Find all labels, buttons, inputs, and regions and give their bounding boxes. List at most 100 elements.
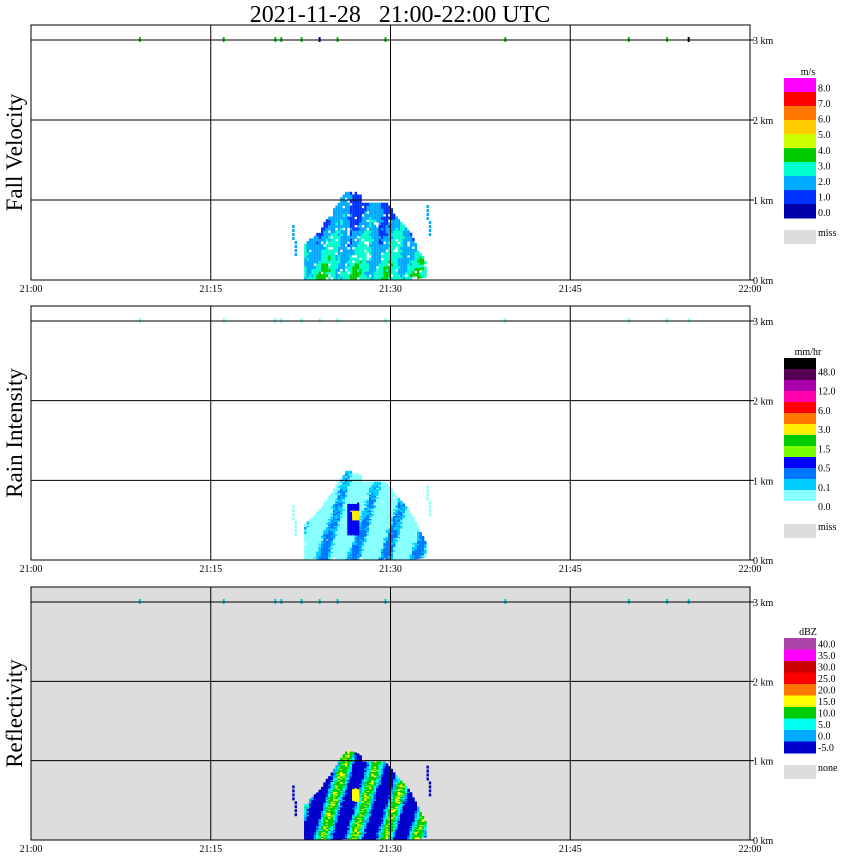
echo-cell (378, 260, 381, 264)
echo-cell (335, 235, 338, 239)
echo-cell (405, 271, 408, 275)
echo-cell (373, 263, 377, 267)
echo-cell (390, 230, 393, 234)
echo-cell (381, 268, 384, 272)
echo-cell (306, 260, 309, 264)
echo-cell (364, 252, 367, 256)
colorbar-label: 3.0 (818, 425, 831, 436)
echo-cell (373, 216, 377, 220)
echo-cell (311, 806, 314, 810)
echo-cell (352, 276, 355, 280)
echo-cell (400, 274, 403, 278)
colorbar-swatch (784, 148, 816, 163)
echo-cell (359, 197, 362, 201)
echo-cell (354, 473, 357, 477)
echo-cell (405, 529, 408, 533)
echo-cell (354, 271, 357, 275)
echo-cell (306, 249, 309, 253)
echo-cell (412, 270, 415, 274)
echo-cell (325, 788, 329, 792)
echo-cell (337, 802, 341, 806)
echo-cell (364, 484, 367, 488)
echo-cell (337, 786, 341, 790)
echo-cell (352, 224, 355, 228)
echo-cell (359, 271, 362, 275)
colorbar-swatch (784, 190, 816, 205)
echo-cell (409, 232, 413, 236)
colorbar-missing-label: miss (818, 228, 836, 239)
echo-cell (352, 268, 355, 272)
echo-cell (359, 216, 362, 220)
echo-cell (381, 230, 384, 234)
echo-cell (306, 803, 309, 807)
echo-cell (402, 241, 405, 245)
echo-cell (337, 224, 341, 228)
echo-cell (354, 205, 357, 209)
echo-cell (340, 216, 343, 220)
echo-cell (366, 230, 369, 234)
echo-cell (357, 779, 360, 783)
echo-cell (381, 216, 384, 220)
echo-cell (357, 544, 360, 548)
echo-cell (421, 258, 425, 262)
echo-cell (424, 274, 427, 278)
echo-cell (371, 268, 374, 272)
echo-cell (397, 246, 401, 250)
echo-cell (390, 260, 393, 264)
echo-cell (373, 219, 377, 223)
echo-cell (373, 271, 377, 275)
echo-cell (390, 235, 393, 239)
echo-cell (337, 208, 341, 212)
echo-cell (361, 257, 365, 261)
echo-cell (369, 241, 372, 245)
echo-cell (376, 227, 379, 231)
echo-cell (349, 522, 353, 526)
echo-cell (330, 232, 333, 237)
echo-cell (352, 241, 355, 245)
echo-cell (376, 481, 379, 485)
echo-cell (349, 213, 353, 217)
echo-cell (381, 246, 384, 250)
echo-cell (333, 208, 336, 212)
echo-cell (335, 221, 338, 226)
echo-cell (354, 219, 357, 223)
echo-cell (378, 202, 381, 206)
echo-cell (369, 202, 372, 206)
echo-cell (359, 529, 362, 533)
echo-cell (330, 274, 333, 278)
echo-cell (357, 263, 360, 267)
echo-cell (354, 191, 357, 195)
echo-cell (309, 238, 312, 242)
echo-cell (378, 246, 381, 250)
echo-cell (347, 238, 350, 242)
echo-cell (328, 257, 331, 261)
x-tick-label: 21:00 (20, 284, 43, 295)
echo-cell (412, 516, 415, 520)
echo-cell (342, 257, 345, 261)
echo-cell (352, 767, 355, 771)
echo-cell (417, 275, 420, 279)
echo-cell (330, 249, 333, 253)
echo-cell (345, 477, 348, 481)
echo-cell (345, 254, 348, 259)
echo-cell (313, 835, 317, 839)
echo-cell (304, 827, 307, 831)
echo-cell (383, 481, 386, 485)
echo-cell (371, 274, 374, 278)
echo-cell (335, 484, 338, 488)
echo-cell (328, 238, 331, 242)
echo-cell (397, 254, 401, 259)
echo-cell (414, 542, 417, 546)
echo-cell (397, 260, 401, 264)
echo-cell (321, 519, 324, 524)
echo-cell (364, 246, 367, 250)
echo-cell (376, 271, 379, 275)
y-tick-label: 2 km (753, 397, 774, 408)
x-tick-label: 22:00 (739, 564, 762, 575)
echo-cell (369, 216, 372, 220)
echo-cell (337, 792, 341, 796)
echo-cell (313, 817, 317, 821)
echo-cell (366, 213, 369, 217)
echo-cell (376, 263, 379, 267)
echo-cell (388, 235, 391, 239)
